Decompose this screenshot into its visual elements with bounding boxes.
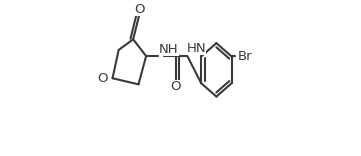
Text: HN: HN (186, 42, 206, 55)
Text: O: O (171, 80, 181, 93)
Text: NH: NH (159, 43, 179, 56)
Text: O: O (97, 72, 108, 85)
Text: Br: Br (238, 50, 252, 63)
Text: O: O (134, 3, 144, 16)
